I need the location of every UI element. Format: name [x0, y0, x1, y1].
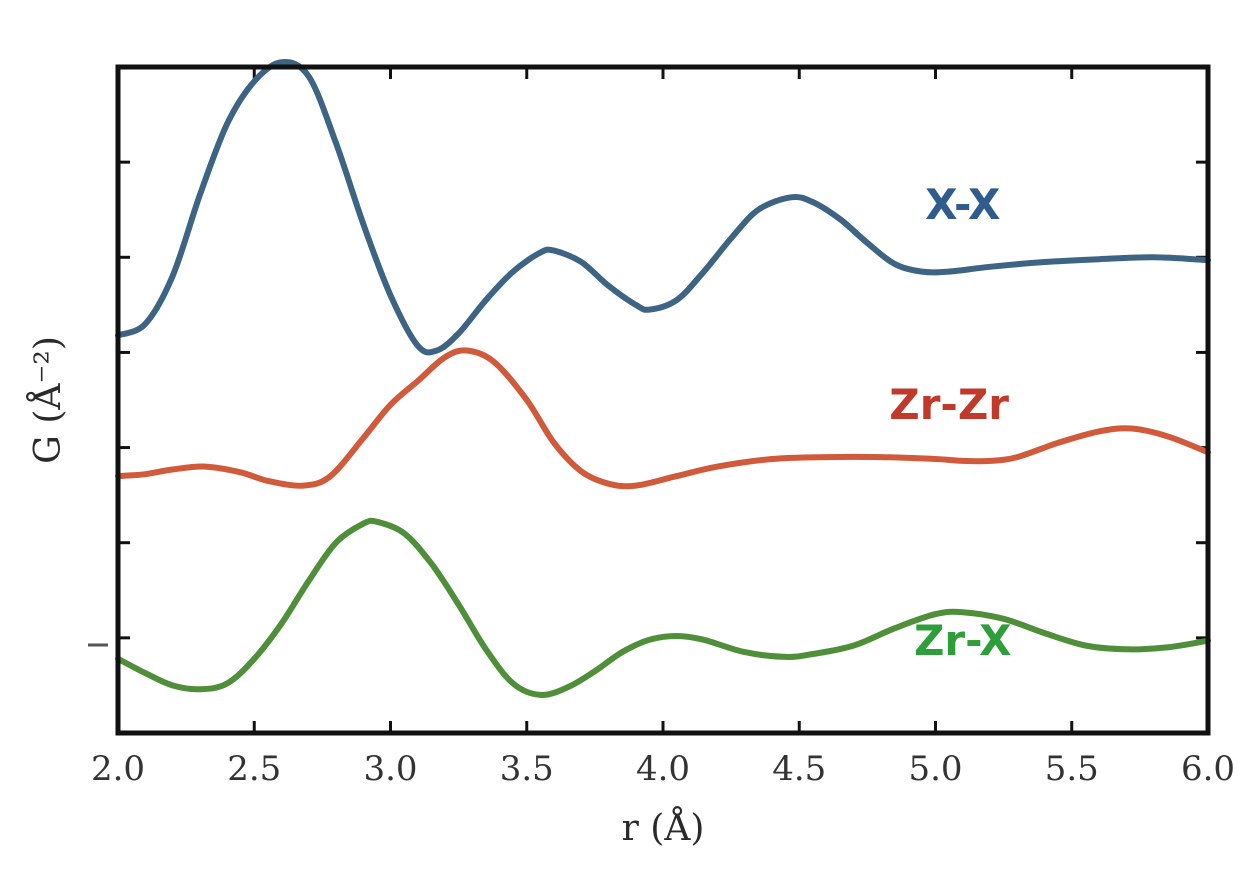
- series-line-zr-zr: [115, 347, 1211, 490]
- x-tick-label: 5.5: [1045, 749, 1099, 789]
- series-label-x-x: X-X: [925, 180, 1000, 229]
- x-tick-label: 2.5: [227, 749, 281, 789]
- x-tick-label: 3.5: [500, 749, 554, 789]
- curves: [115, 59, 1211, 698]
- series-label-zr-zr: Zr-Zr: [889, 380, 1009, 429]
- series-line-x-x: [115, 59, 1211, 356]
- series-label-zr-x: Zr-X: [914, 616, 1012, 665]
- series-line-zr-x: [115, 517, 1211, 698]
- series-labels: X-X Zr-Zr Zr-X: [889, 180, 1011, 665]
- x-tick-labels: 2.0 2.5 3.0 3.5 4.0 4.5 5.0 5.5 6.0: [91, 749, 1235, 789]
- x-tick-label: 6.0: [1181, 749, 1235, 789]
- x-tick-label: 3.0: [363, 749, 417, 789]
- x-tick-label: 2.0: [91, 749, 145, 789]
- x-tick-label: 4.0: [636, 749, 690, 789]
- x-tick-label: 5.0: [908, 749, 962, 789]
- x-axis-title: r (Å): [622, 807, 705, 849]
- plot-frame: [115, 64, 1211, 736]
- x-tick-label: 4.5: [772, 749, 826, 789]
- plot-background: [118, 67, 1208, 733]
- y-axis-title: G (Å⁻²): [27, 336, 69, 464]
